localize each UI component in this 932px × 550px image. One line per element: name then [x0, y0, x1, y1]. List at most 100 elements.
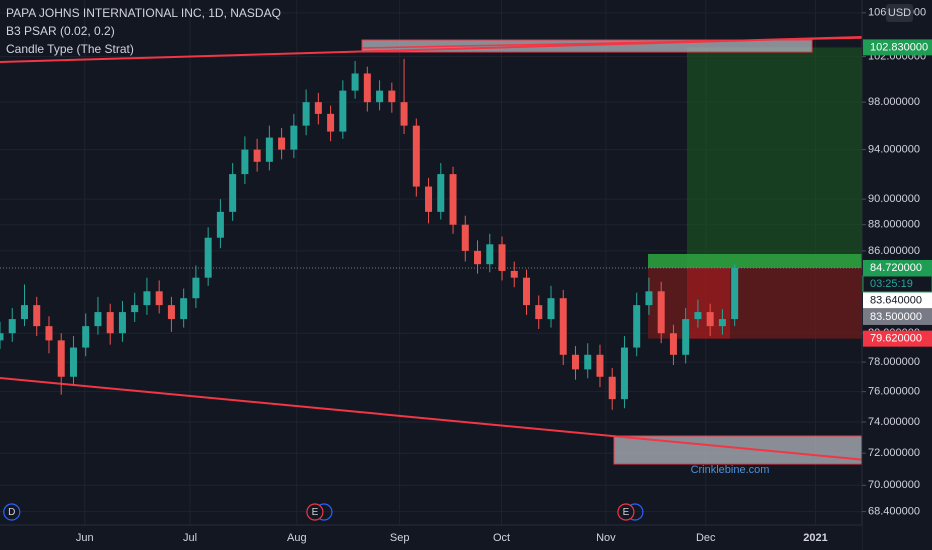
- x-tick-label: Aug: [287, 532, 307, 544]
- x-tick-label: Jul: [183, 532, 197, 544]
- candle-body: [474, 250, 482, 265]
- candle-body: [253, 149, 261, 162]
- candle-body: [571, 354, 579, 370]
- candle-body: [180, 298, 188, 320]
- y-tick-label: 74.000000: [868, 416, 920, 428]
- candle-body: [596, 354, 604, 377]
- candle-body: [608, 376, 616, 400]
- candle-body: [351, 73, 359, 91]
- x-tick-label: Nov: [596, 532, 616, 544]
- candle-body: [57, 340, 65, 377]
- price-label: 79.620000: [870, 333, 922, 345]
- target-zone: [687, 47, 862, 268]
- chart-title: PAPA JOHNS INTERNATIONAL INC, 1D, NASDAQ: [6, 6, 281, 20]
- price-label: 102.830000: [870, 41, 928, 53]
- event-badge[interactable]: [306, 503, 324, 521]
- upper-trendline-2: [361, 37, 863, 49]
- candle-body: [204, 237, 212, 278]
- event-label[interactable]: E: [312, 507, 319, 518]
- candle-body: [425, 186, 433, 212]
- candles: [0, 58, 739, 410]
- candle-body: [216, 211, 224, 238]
- price-labels: 102.830000 84.720000 03:25:19 83.640000 83.5…: [862, 39, 932, 347]
- candle-body: [265, 137, 273, 162]
- stop-zone-active: [687, 267, 730, 339]
- candle-body: [388, 90, 396, 103]
- candle-body: [167, 305, 175, 320]
- indicator: B3 PSAR (0.02, 0.2): [6, 24, 115, 38]
- y-tick-label: 88.000000: [868, 219, 920, 231]
- y-tick-label: 68.400000: [868, 506, 920, 518]
- price-label: 83.640000: [870, 294, 922, 306]
- candle-body: [645, 291, 653, 306]
- candle-body: [706, 312, 714, 327]
- candle-body: [682, 319, 690, 355]
- candle-body: [45, 326, 53, 341]
- candle-body: [523, 277, 531, 306]
- candle-body: [33, 305, 41, 327]
- candle-body: [694, 312, 702, 320]
- candle-body: [192, 277, 200, 299]
- candle-body: [363, 73, 371, 103]
- candle-body: [94, 312, 102, 327]
- candle-body: [486, 244, 494, 265]
- x-tick-label: Dec: [696, 532, 716, 544]
- candle-body: [69, 347, 77, 377]
- y-tick-label: 98.000000: [868, 96, 920, 108]
- candle-body: [143, 291, 151, 306]
- event-label[interactable]: E: [623, 507, 630, 518]
- candle-body: [118, 312, 126, 334]
- price-label-box: [863, 308, 932, 325]
- candle-body: [376, 90, 384, 103]
- price-label: 84.720000: [870, 262, 922, 274]
- candle-body: [155, 291, 163, 306]
- y-tick-label: 78.000000: [868, 356, 920, 368]
- candle-body: [20, 305, 28, 320]
- candle-body: [633, 305, 641, 348]
- event-badge[interactable]: [617, 503, 635, 521]
- y-tick-label: 70.000000: [868, 479, 920, 491]
- candle-body: [106, 312, 114, 334]
- candle-body: [449, 174, 457, 225]
- price-label-box: [863, 330, 932, 347]
- candle-body: [510, 270, 518, 278]
- candle-body: [437, 174, 445, 212]
- candle-body: [339, 90, 347, 132]
- time-axis: [0, 525, 862, 550]
- candle-body: [327, 113, 335, 132]
- candle-body: [131, 305, 139, 313]
- price-label-box: [863, 259, 932, 276]
- x-tick-label: Sep: [390, 532, 410, 544]
- candle-body: [620, 347, 628, 400]
- y-tick-label: 72.000000: [868, 447, 920, 459]
- candle-body: [559, 298, 567, 355]
- candle-body: [461, 224, 469, 251]
- event-badge[interactable]: [3, 503, 21, 521]
- event-label[interactable]: D: [8, 507, 15, 518]
- x-tick-label: Oct: [493, 532, 510, 544]
- candle-body: [82, 326, 90, 348]
- y-tick-label: 90.000000: [868, 193, 920, 205]
- y-tick-label: 94.000000: [868, 144, 920, 156]
- candle-body: [584, 354, 592, 370]
- candle-body: [278, 137, 286, 150]
- candle-body: [290, 125, 298, 150]
- y-tick-label: 76.000000: [868, 386, 920, 398]
- price-label: 83.500000: [870, 311, 922, 323]
- candle-body: [547, 298, 555, 320]
- currency-badge[interactable]: [886, 4, 913, 22]
- candle-body: [302, 102, 310, 126]
- price-label-box: [863, 39, 932, 56]
- candle-body: [8, 319, 16, 334]
- watermark: Crinklebine.com: [691, 464, 770, 476]
- price-label-box: [863, 292, 932, 309]
- candle-body: [229, 174, 237, 212]
- currency[interactable]: USD: [888, 7, 911, 19]
- stop-zone: [648, 267, 862, 339]
- lower-trendline: [0, 377, 867, 461]
- x-tick-label: Jun: [76, 532, 94, 544]
- candle-body: [241, 149, 249, 175]
- candle-body: [535, 305, 543, 320]
